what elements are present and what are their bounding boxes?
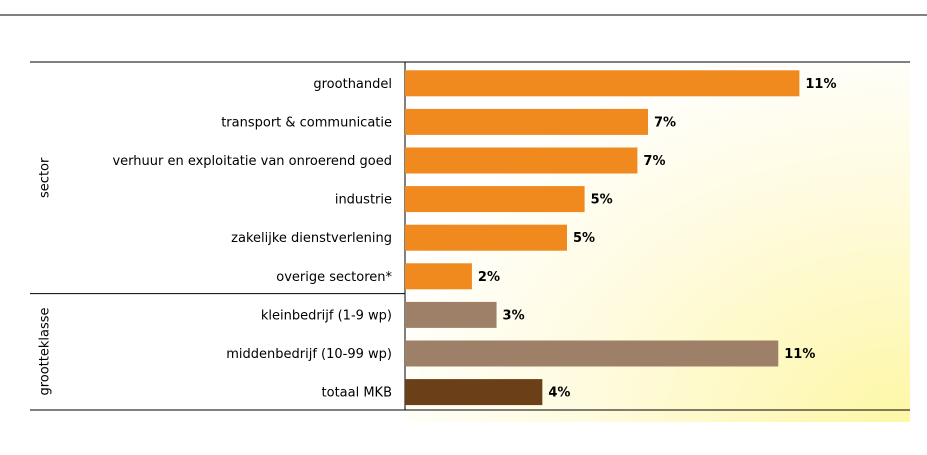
value-label: 5% — [573, 231, 595, 246]
value-label: 5% — [591, 193, 613, 208]
value-label: 11% — [805, 77, 836, 92]
value-label: 2% — [478, 270, 500, 285]
bar — [405, 224, 567, 251]
value-label: 4% — [548, 386, 570, 401]
category-label: overige sectoren* — [276, 270, 392, 285]
bar — [405, 340, 779, 367]
bar — [405, 379, 543, 406]
category-label: zakelijke dienstverlening — [231, 231, 392, 246]
group-label: grootteklasse — [38, 307, 53, 395]
category-label: groothandel — [313, 77, 392, 92]
group-label: sector — [38, 157, 53, 198]
bar — [405, 70, 800, 97]
bar — [405, 263, 472, 290]
bar — [405, 186, 585, 213]
category-label: verhuur en exploitatie van onroerend goe… — [112, 154, 392, 169]
value-label: 7% — [643, 154, 665, 169]
category-label: industrie — [335, 193, 392, 208]
value-label: 11% — [784, 347, 815, 362]
bar — [405, 147, 638, 174]
category-label: transport & communicatie — [221, 115, 392, 130]
category-label: totaal MKB — [322, 386, 392, 401]
category-label: middenbedrijf (10-99 wp) — [226, 347, 392, 362]
bar — [405, 108, 648, 135]
category-label: kleinbedrijf (1-9 wp) — [261, 308, 392, 323]
bar — [405, 301, 497, 328]
value-label: 7% — [654, 115, 676, 130]
value-label: 3% — [503, 308, 525, 323]
